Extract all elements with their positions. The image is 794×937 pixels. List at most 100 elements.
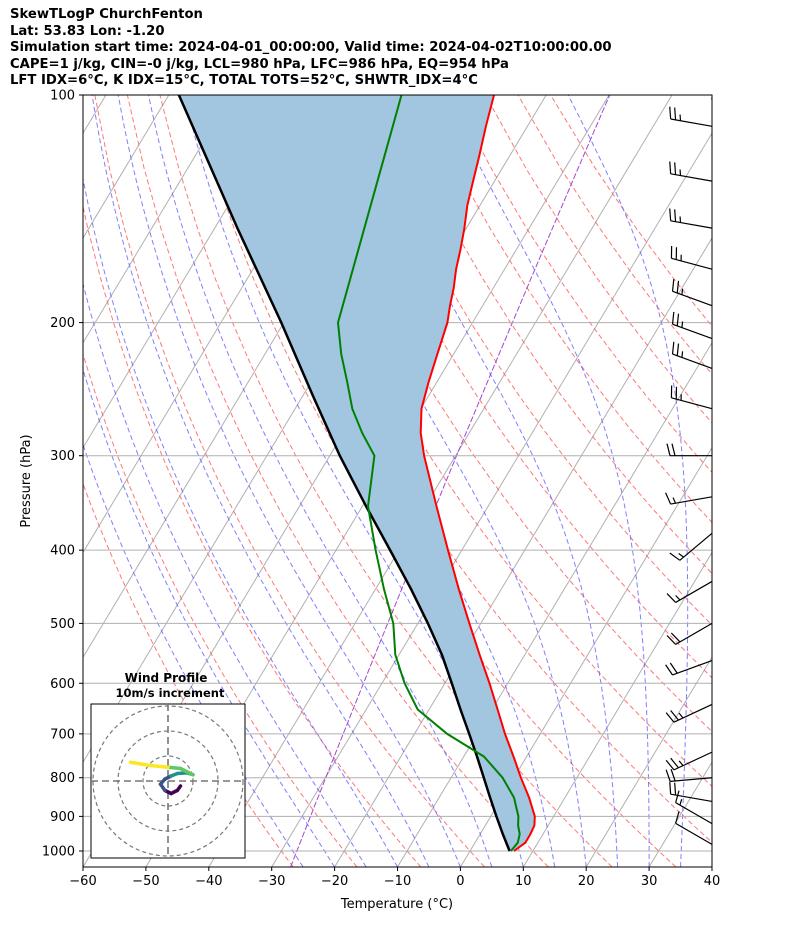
y-tick-label: 900 [50,810,75,825]
hodograph-inset: Wind Profile 10m/s increment [90,671,246,859]
x-tick-label: −30 [258,874,285,889]
indices-line-2: LFT IDX=6°C, K IDX=15°C, TOTAL TOTS=52°C… [10,73,478,88]
dry-adiabat-line [159,95,613,867]
wind-barb [665,660,713,676]
wind-barbs [665,106,713,845]
wind-barb [670,245,713,270]
isotherm-line [208,95,673,867]
wind-barb [669,106,713,127]
dry-adiabat-line [83,352,358,867]
isotherm-line [271,132,712,867]
wind-barb-staff [672,290,713,307]
x-tick-label: 10 [515,874,532,889]
x-tick-label: 0 [456,874,464,889]
x-axis-ticks: −60 −50 −40 −30 −20 −10 0 10 20 30 40 [69,867,720,889]
y-tick-label: 800 [50,771,75,786]
wind-barb-flag [669,662,678,674]
dry-adiabat-line [452,95,712,474]
moist-adiabat-line [282,95,587,867]
wind-barb-staff [672,660,713,676]
moist-adiabat-line [444,95,650,867]
isotherm-line [334,237,712,867]
wind-barb [666,622,713,645]
y-tick-label: 1000 [42,844,75,859]
wind-barb-flag [666,443,671,456]
wind-barb-flag [665,664,674,676]
isotherm-line [711,866,712,867]
x-tick-label: −60 [69,874,96,889]
wind-barb-staff [679,532,713,561]
wind-barb-staff [670,118,713,127]
wind-barb [675,790,713,825]
wind-barb [675,811,713,845]
dry-adiabat-line [550,95,712,327]
wind-barb-staff [670,777,713,782]
y-tick-label: 700 [50,727,75,742]
y-axis-ticks: 100 200 300 400 500 600 700 800 900 1000 [42,89,83,859]
wind-barb-flag [676,343,680,356]
moist-adiabat-line [91,95,430,867]
isotherm-line [83,95,170,239]
wind-barb-staff [672,323,713,340]
dry-adiabat-line [322,95,712,679]
cape-shading [178,95,535,851]
wind-barb-flag [671,443,676,456]
isotherm-line [459,446,712,867]
wind-barb-flag [674,209,677,222]
wind-barb-staff [671,397,713,410]
wind-barb-flag [669,781,672,795]
moist-adiabat-line [83,281,367,867]
hodograph-trace-segment [166,765,183,771]
hodograph-subtitle: 10m/s increment [116,686,225,700]
isotherm-line [83,95,296,449]
x-tick-label: −50 [132,874,159,889]
wind-barb-flag [670,757,679,769]
wind-barb-staff [671,257,713,270]
wind-barb-flag [674,162,677,175]
temperature-profile-line [419,95,536,852]
wind-barb-staff [675,802,713,825]
y-tick-label: 400 [50,544,75,559]
wind-barb-flag [675,811,680,824]
wind-barb [669,781,713,803]
wind-barb-flag [669,552,681,561]
location-line: Lat: 53.83 Lon: -1.20 [10,23,165,39]
hodograph-title: Wind Profile [125,671,208,685]
wind-barb-flag [669,106,672,120]
dry-adiabat-line [485,95,712,424]
x-axis-label: Temperature (°C) [340,897,453,912]
wind-barb [665,751,713,771]
chart-header: SkewTLogP ChurchFenton Lat: 53.83 Lon: -… [10,7,612,90]
wind-barb-half-flag [678,712,684,719]
wind-barb-flag [669,208,672,221]
wind-barb [671,279,713,307]
x-tick-label: −10 [384,874,411,889]
wind-barb [665,703,713,723]
y-tick-label: 600 [50,677,75,692]
wind-barb [666,443,712,457]
parcel-profile-line [177,95,511,852]
x-tick-label: 30 [641,874,658,889]
wind-barb-half-flag [678,552,685,558]
wind-barb-flag [666,635,677,645]
moist-adiabat-line [83,368,336,867]
wind-barb-staff [670,173,713,182]
y-tick-label: 500 [50,617,75,632]
wind-barb [669,208,713,229]
dewpoint-profile-line [336,95,521,852]
dry-adiabat-line [387,95,712,575]
wind-barb-half-flag [672,497,677,504]
wind-barb-half-flag [679,798,683,806]
wind-barb-half-flag [681,351,684,358]
hodograph-trace-segment [147,763,170,769]
wind-barb-flag [670,632,681,643]
wind-barb-flag [675,790,680,803]
isotherm-line [522,551,712,867]
wind-barb-staff [675,580,713,603]
wind-barb-flag [676,313,680,326]
wind-barb [671,311,713,340]
wind-barb-flag [676,280,680,294]
x-tick-label: 20 [578,874,595,889]
x-tick-label: −20 [321,874,348,889]
wind-barb-flag [671,341,675,355]
